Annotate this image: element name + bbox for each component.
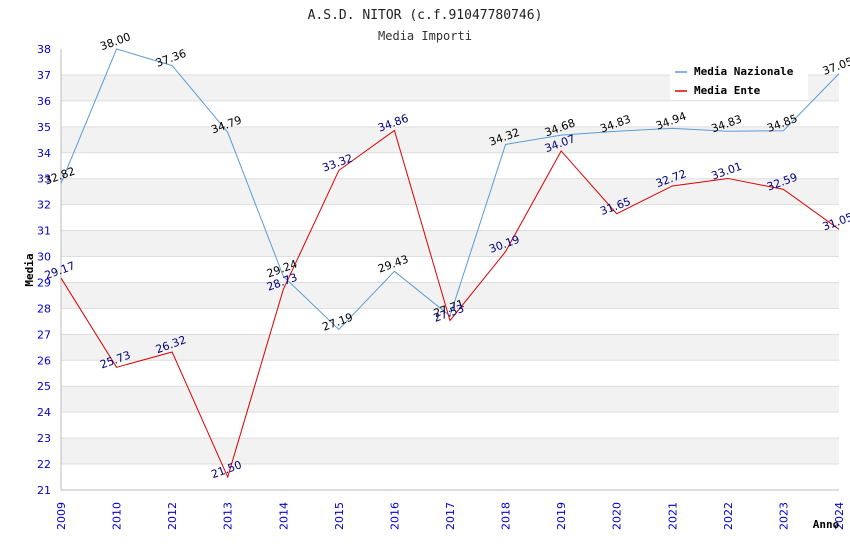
grid-bands [61,49,839,491]
y-tick-label: 30 [37,251,51,264]
y-tick-label: 35 [37,121,51,134]
y-tick-label: 22 [37,458,51,471]
legend-label-nazionale: Media Nazionale [694,65,794,78]
y-tick-label: 37 [37,69,51,82]
y-tick-label: 28 [37,302,51,315]
series-lines [60,48,840,479]
x-tick-label: 2009 [55,502,68,530]
grid-band [61,386,839,413]
x-tick-label: 2019 [555,502,568,530]
y-tick-label: 24 [37,406,51,419]
y-tick-label: 31 [37,225,51,238]
x-tick-label: 2015 [333,502,346,530]
grid-band [61,230,839,257]
grid-band [61,464,839,490]
x-tick-label: 2020 [611,502,624,530]
x-tick-label: 2024 [833,502,846,530]
x-tick-label: 2016 [388,502,401,530]
y-tick-label: 27 [37,328,51,341]
y-tick-label: 21 [37,484,51,497]
x-tick-label: 2023 [777,502,790,530]
y-tick-label: 29 [37,276,51,289]
x-tick-label: 2022 [722,502,735,530]
y-tick-labels: 21 22 23 24 25 26 27 28 29 30 31 32 33 34 35 36 37 38 [37,43,51,497]
grid-band [61,334,839,361]
grid-band [61,204,839,231]
axes [60,49,839,491]
x-tick-label: 2017 [444,502,457,530]
x-tick-label: 2014 [277,502,290,530]
y-axis-label: Media [23,253,36,286]
x-tick-label: 2018 [500,502,513,530]
x-tick-label: 2013 [222,502,235,530]
x-tick-label: 2010 [111,502,124,530]
legend-box [670,62,808,100]
grid-band [61,412,839,439]
grid-band [61,178,839,205]
series-line-nazionale [60,48,840,331]
chart-subtitle: Media Importi [378,29,472,43]
grid-band [61,282,839,309]
series-line-ente [60,129,840,479]
y-tick-label: 38 [37,43,51,56]
grid-band [61,100,839,127]
x-tick-labels: 2009 2010 2012 2013 2014 2015 2016 2017 2018 2019… [55,502,846,530]
legend: Media Nazionale Media Ente [670,62,808,100]
grid-band [61,438,839,465]
x-tick-label: 2021 [666,502,679,530]
y-tick-label: 34 [37,147,51,160]
x-axis-label: Anno [813,518,840,531]
y-tick-label: 36 [37,95,51,108]
y-tick-label: 26 [37,354,51,367]
grid-band [61,256,839,283]
grid-band [61,360,839,387]
y-tick-label: 23 [37,432,51,445]
y-tick-label: 25 [37,380,51,393]
y-tick-label: 32 [37,199,51,212]
y-tick-label: 33 [37,173,51,186]
grid-band [61,126,839,153]
grid-band [61,152,839,179]
chart-title: A.S.D. NITOR (c.f.91047780746) [308,8,543,23]
legend-label-ente: Media Ente [694,84,761,97]
x-tick-label: 2012 [166,502,179,530]
